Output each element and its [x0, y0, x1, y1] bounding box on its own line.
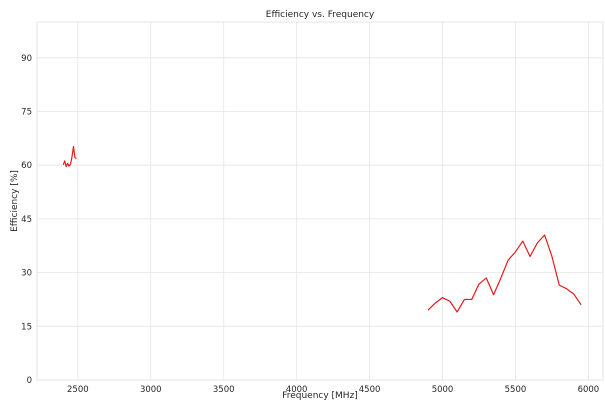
x-axis-label: Frequency [MHz]: [282, 391, 358, 401]
series-line-segment-2: [427, 234, 582, 313]
chart-title: Efficiency vs. Frequency: [266, 10, 375, 20]
grid-lines: [37, 22, 603, 381]
x-tick-label: 3000: [140, 385, 162, 395]
y-tick-label: 45: [21, 215, 32, 225]
series-line-segment-1: [62, 145, 77, 168]
x-tick-label: 5000: [432, 385, 454, 395]
x-tick-label: 4500: [359, 385, 381, 395]
x-tick-label: 5500: [505, 385, 527, 395]
x-tick-label: 4000: [286, 385, 308, 395]
y-axis-ticks: 0 15 30 45 60 75 90: [21, 54, 32, 386]
y-tick-label: 60: [21, 161, 32, 171]
y-tick-label: 0: [27, 376, 32, 386]
y-tick-label: 90: [21, 54, 32, 64]
y-tick-label: 30: [21, 269, 32, 279]
x-tick-label: 2500: [67, 385, 89, 395]
series-layer: [62, 145, 582, 313]
x-axis-ticks: 2500 3000 3500 4000 4500 5000 5500 6000: [67, 385, 599, 395]
plot-frame: [36, 21, 604, 381]
y-tick-label: 75: [21, 108, 32, 118]
x-tick-label: 3500: [213, 385, 235, 395]
y-tick-label: 15: [21, 322, 32, 332]
x-tick-label: 6000: [578, 385, 600, 395]
y-axis-label: Efficiency [%]: [10, 170, 20, 232]
